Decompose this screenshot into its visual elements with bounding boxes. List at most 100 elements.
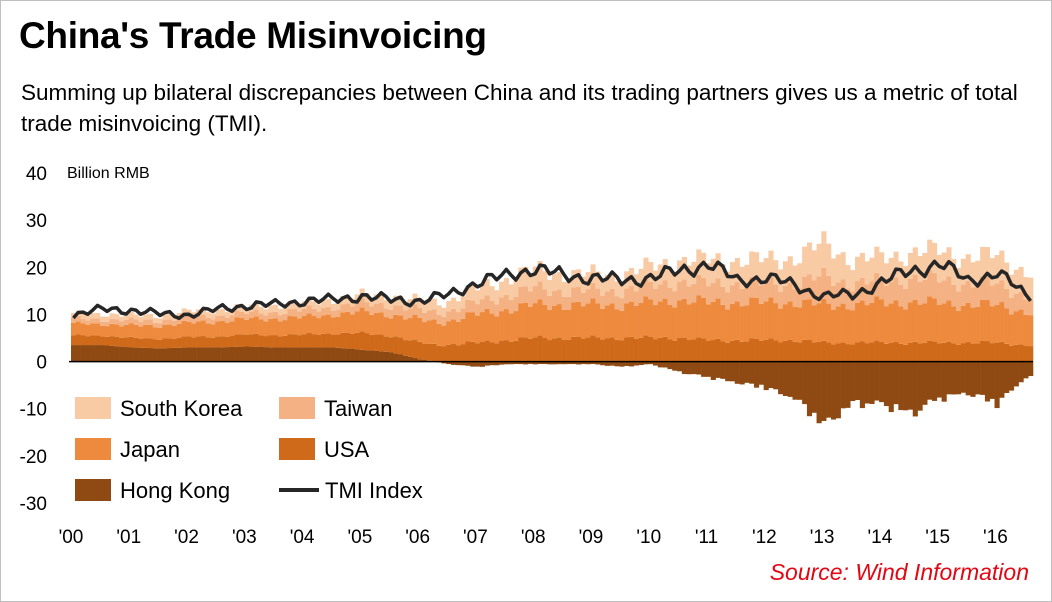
usa-bar: [215, 336, 221, 348]
hong-kong-bar: [705, 361, 712, 377]
usa-bar: [696, 337, 702, 362]
south-korea-bar: [287, 301, 293, 309]
japan-bar: [518, 303, 524, 338]
taiwan-bar: [763, 282, 769, 302]
usa-bar: [595, 337, 601, 362]
hong-kong-bar: [119, 346, 125, 362]
japan-bar: [114, 324, 120, 337]
south-korea-bar: [965, 254, 971, 282]
taiwan-bar: [335, 310, 341, 318]
south-korea-bar: [417, 297, 423, 308]
hong-kong-bar: [845, 361, 851, 408]
japan-bar: [1004, 308, 1010, 344]
japan-bar: [95, 323, 101, 336]
usa-bar: [609, 337, 615, 362]
japan-bar: [412, 314, 418, 340]
south-korea-bar: [494, 290, 500, 305]
usa-bar: [104, 336, 110, 346]
x-tick-label: '03: [232, 527, 257, 548]
japan-bar: [576, 301, 582, 337]
usa-bar: [248, 334, 255, 347]
hong-kong-bar: [816, 361, 822, 424]
taiwan-bar: [282, 313, 288, 321]
usa-bar: [994, 342, 1000, 362]
japan-bar: [369, 314, 375, 335]
taiwan-bar: [253, 309, 259, 317]
usa-bar: [205, 337, 211, 348]
taiwan-bar: [321, 307, 327, 316]
hong-kong-bar: [946, 361, 952, 395]
taiwan-bar: [157, 323, 163, 328]
hong-kong-bar: [614, 361, 620, 367]
usa-bar: [239, 334, 245, 347]
south-korea-bar: [200, 307, 206, 315]
usa-bar: [874, 340, 880, 362]
hong-kong-bar: [840, 361, 846, 409]
taiwan-bar: [739, 288, 745, 307]
south-korea-bar: [378, 293, 384, 303]
taiwan-bar: [907, 278, 914, 303]
usa-bar: [552, 338, 558, 362]
hong-kong-bar: [532, 361, 538, 365]
usa-bar: [628, 336, 635, 362]
x-tick-label: '14: [868, 527, 893, 548]
taiwan-bar: [595, 288, 601, 304]
hong-kong-bar: [306, 347, 312, 362]
hong-kong-bar: [681, 361, 687, 375]
hong-kong-bar: [71, 345, 77, 362]
taiwan-bar: [816, 276, 822, 304]
taiwan-bar: [1028, 299, 1034, 316]
taiwan-bar: [936, 282, 942, 305]
hong-kong-bar: [104, 345, 110, 362]
south-korea-bar: [277, 308, 283, 316]
taiwan-bar: [734, 282, 740, 302]
south-korea-bar: [311, 301, 317, 309]
japan-bar: [109, 323, 115, 337]
usa-bar: [797, 342, 803, 362]
south-korea-bar: [749, 251, 755, 278]
usa-bar: [893, 342, 899, 362]
south-korea-bar: [773, 260, 779, 285]
hong-kong-bar: [951, 361, 957, 395]
taiwan-bar: [931, 272, 938, 299]
south-korea-bar: [542, 271, 548, 290]
japan-bar: [960, 305, 966, 344]
south-korea-bar: [133, 314, 139, 320]
japan-bar: [176, 323, 182, 338]
taiwan-bar: [552, 290, 558, 306]
taiwan-bar: [989, 285, 995, 307]
taiwan-bar: [263, 315, 269, 322]
usa-bar: [470, 341, 476, 362]
south-korea-bar: [475, 290, 481, 305]
hong-kong-bar: [330, 347, 336, 362]
taiwan-bar: [879, 277, 885, 300]
south-korea-bar: [956, 268, 962, 292]
usa-bar: [196, 336, 202, 348]
south-korea-bar: [345, 295, 351, 304]
japan-bar: [489, 313, 495, 343]
japan-bar: [258, 319, 264, 336]
japan-bar: [523, 302, 529, 338]
hong-kong-bar: [768, 361, 774, 389]
usa-bar: [787, 339, 793, 362]
usa-bar: [494, 343, 500, 362]
japan-bar: [282, 320, 288, 336]
japan-bar: [763, 301, 769, 340]
taiwan-bar: [1008, 297, 1015, 315]
japan-bar: [311, 316, 317, 335]
usa-bar: [701, 338, 707, 362]
hong-kong-bar: [537, 361, 543, 364]
south-korea-bar: [845, 265, 851, 289]
taiwan-bar: [758, 285, 764, 304]
usa-bar: [624, 337, 630, 362]
hong-kong-bar: [628, 361, 635, 367]
usa-bar: [479, 341, 485, 362]
usa-bar: [364, 333, 370, 351]
usa-bar: [527, 338, 534, 362]
hong-kong-bar: [648, 361, 654, 365]
legend-background: [65, 385, 451, 511]
japan-bar: [503, 309, 510, 341]
usa-bar: [503, 340, 510, 362]
south-korea-bar: [537, 261, 543, 282]
south-korea-bar: [479, 284, 485, 300]
